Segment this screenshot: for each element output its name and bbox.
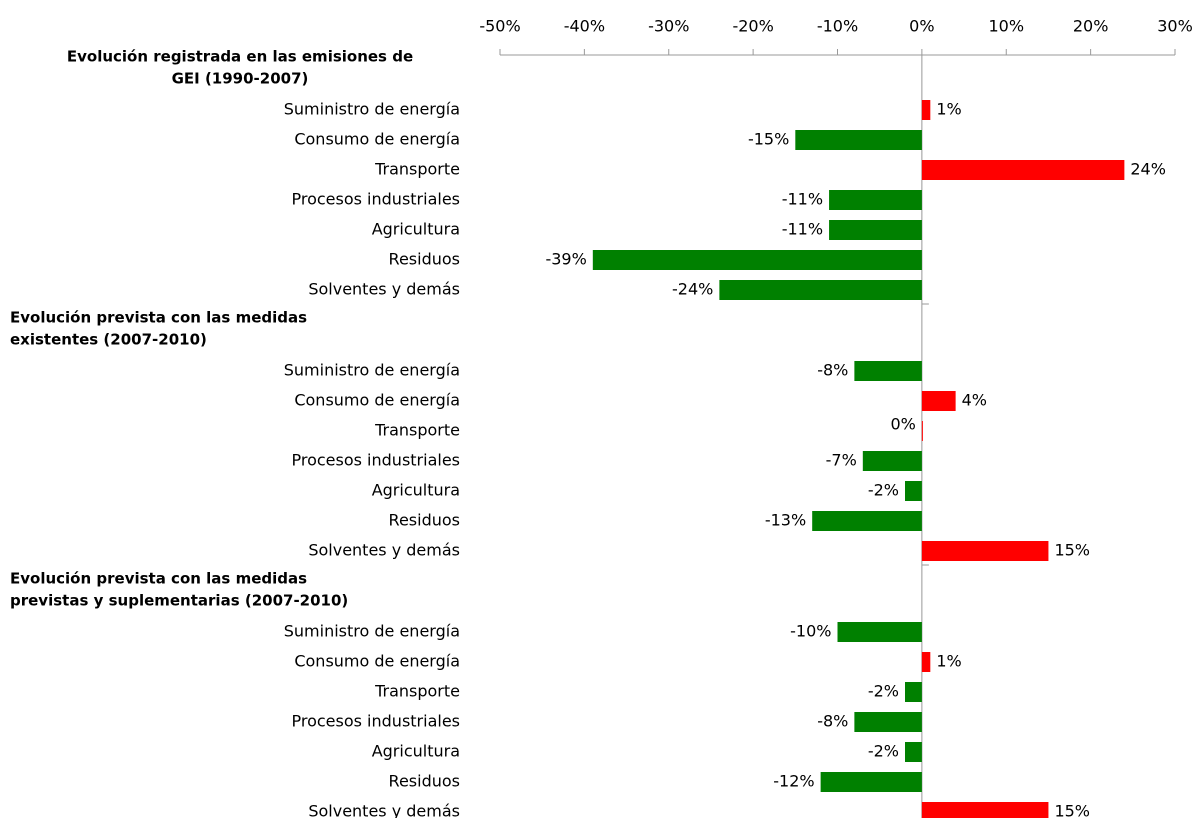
category-label: Consumo de energía <box>294 652 460 671</box>
category-label: Residuos <box>389 511 460 530</box>
value-label: 1% <box>936 652 961 671</box>
bar <box>795 130 922 150</box>
category-label: Residuos <box>389 772 460 791</box>
group-title: Evolución prevista con las medidas <box>10 309 307 327</box>
value-label: 1% <box>936 100 961 119</box>
bar <box>862 451 922 471</box>
category-label: Consumo de energía <box>294 130 460 149</box>
value-label: -8% <box>817 361 848 380</box>
value-label: -10% <box>790 622 831 641</box>
bar <box>921 802 1049 818</box>
value-label: -2% <box>868 682 899 701</box>
group-title: Evolución registrada en las emisiones de <box>67 48 413 66</box>
group-title: previstas y suplementarias (2007-2010) <box>10 592 348 610</box>
value-label: -7% <box>826 451 857 470</box>
bar <box>921 100 931 120</box>
x-tick-label: 0% <box>909 17 934 36</box>
x-tick-label: -50% <box>479 17 520 36</box>
value-label: -11% <box>782 190 823 209</box>
value-label: 15% <box>1054 802 1090 818</box>
group-title: Evolución prevista con las medidas <box>10 570 307 588</box>
value-label: -13% <box>765 511 806 530</box>
value-label: -15% <box>748 130 789 149</box>
group-title: GEI (1990-2007) <box>172 70 309 88</box>
bar <box>905 742 922 762</box>
value-label: -8% <box>817 712 848 731</box>
category-label: Transporte <box>374 682 460 701</box>
bar <box>854 361 922 381</box>
category-label: Agricultura <box>372 220 460 239</box>
category-label: Agricultura <box>372 481 460 500</box>
bar <box>829 190 922 210</box>
bar <box>905 481 922 501</box>
bar <box>812 511 922 531</box>
category-label: Suministro de energía <box>284 361 460 380</box>
value-label: -2% <box>868 742 899 761</box>
category-label: Solventes y demás <box>308 541 460 560</box>
x-tick-label: -40% <box>564 17 605 36</box>
value-label: 15% <box>1054 541 1090 560</box>
bar <box>820 772 922 792</box>
category-label: Solventes y demás <box>308 802 460 818</box>
x-tick-label: 30% <box>1157 17 1193 36</box>
category-label: Procesos industriales <box>291 451 460 470</box>
group-title: existentes (2007-2010) <box>10 331 207 349</box>
bar <box>921 391 956 411</box>
x-tick-label: 20% <box>1073 17 1109 36</box>
category-label: Agricultura <box>372 742 460 761</box>
bar <box>592 250 922 270</box>
x-tick-label: -20% <box>732 17 773 36</box>
category-label: Transporte <box>374 421 460 440</box>
value-label: -39% <box>545 250 586 269</box>
x-tick-label: 10% <box>988 17 1024 36</box>
value-label: -12% <box>773 772 814 791</box>
category-label: Suministro de energía <box>284 622 460 641</box>
bar <box>829 220 922 240</box>
category-label: Transporte <box>374 160 460 179</box>
bar <box>719 280 922 300</box>
value-label: -11% <box>782 220 823 239</box>
x-tick-label: -30% <box>648 17 689 36</box>
category-label: Suministro de energía <box>284 100 460 119</box>
bar <box>921 541 1049 561</box>
category-label: Residuos <box>389 250 460 269</box>
bar <box>854 712 922 732</box>
category-label: Solventes y demás <box>308 280 460 299</box>
value-label: 0% <box>890 415 915 434</box>
category-label: Procesos industriales <box>291 190 460 209</box>
bar <box>921 421 923 441</box>
x-tick-label: -10% <box>817 17 858 36</box>
value-label: -2% <box>868 481 899 500</box>
bar <box>921 160 1125 180</box>
bar <box>921 652 931 672</box>
bar <box>905 682 922 702</box>
value-label: -24% <box>672 280 713 299</box>
value-label: 24% <box>1130 160 1166 179</box>
value-label: 4% <box>962 391 987 410</box>
bar <box>837 622 922 642</box>
category-label: Consumo de energía <box>294 391 460 410</box>
category-label: Procesos industriales <box>291 712 460 731</box>
